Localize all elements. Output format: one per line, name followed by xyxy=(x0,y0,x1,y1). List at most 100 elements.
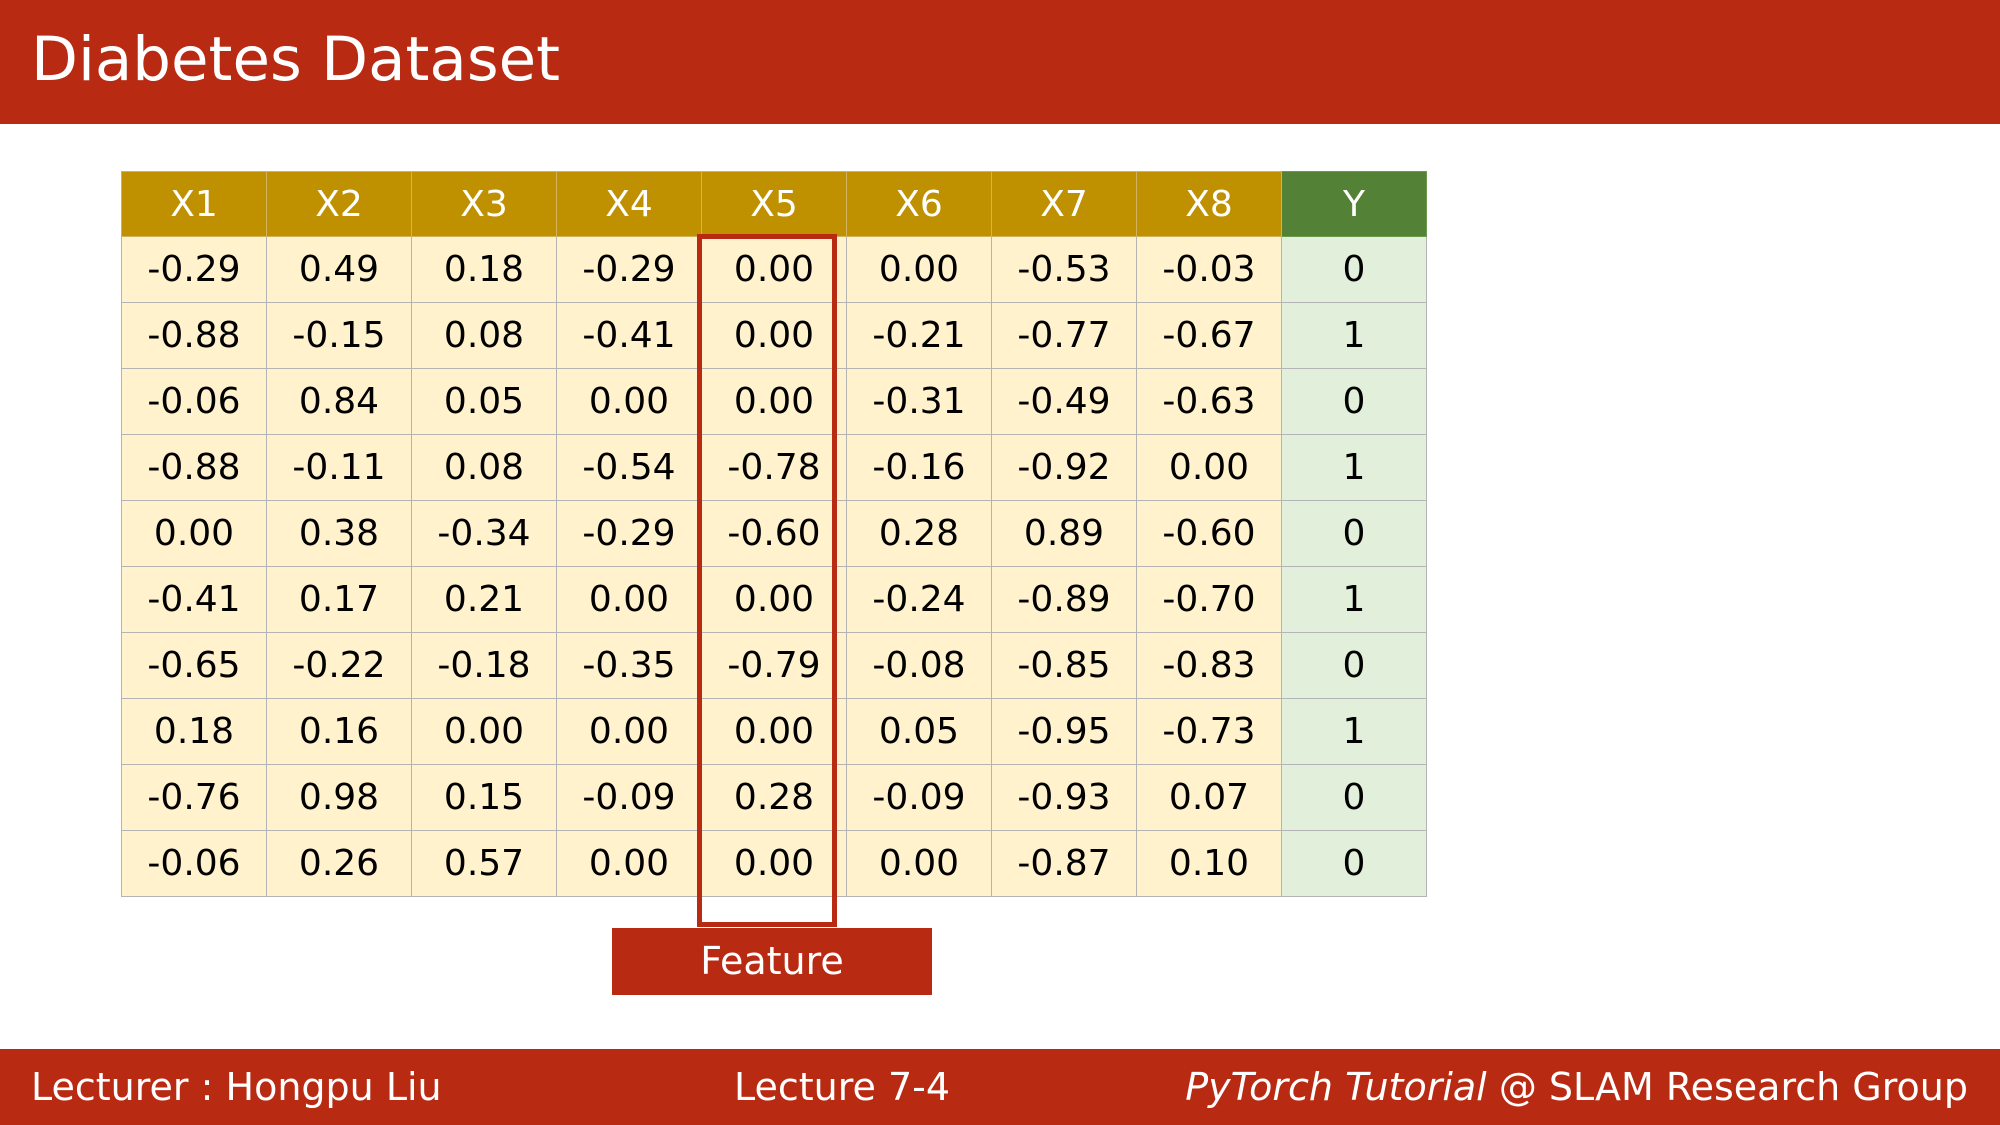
diabetes-data-table: X1 X2 X3 X4 X5 X6 X7 X8 Y -0.29 0.49 0.18-… xyxy=(121,171,1427,897)
feature-cell: 0.84 xyxy=(266,368,412,435)
feature-cell: 0.15 xyxy=(411,764,557,831)
feature-cell: 0.00 xyxy=(846,236,992,303)
feature-cell: -0.29 xyxy=(121,236,267,303)
feature-cell: -0.29 xyxy=(556,500,702,567)
target-cell: 0 xyxy=(1281,500,1427,567)
target-cell: 1 xyxy=(1281,698,1427,765)
feature-cell: 0.10 xyxy=(1136,830,1282,897)
feature-cell: -0.77 xyxy=(991,302,1137,369)
feature-cell: -0.34 xyxy=(411,500,557,567)
column-header: X2 xyxy=(266,171,412,237)
column-header: X8 xyxy=(1136,171,1282,237)
column-header: X3 xyxy=(411,171,557,237)
table-row: -0.29 0.49 0.18 -0.29 0.00 0.00 -0.53 -0.03 0 xyxy=(121,236,1427,303)
feature-cell: 0.26 xyxy=(266,830,412,897)
feature-cell: -0.24 xyxy=(846,566,992,633)
column-header: X1 xyxy=(121,171,267,237)
feature-cell: -0.60 xyxy=(701,500,847,567)
feature-cell: 0.05 xyxy=(411,368,557,435)
feature-cell: -0.60 xyxy=(1136,500,1282,567)
feature-cell: -0.73 xyxy=(1136,698,1282,765)
table-row: -0.06 0.26 0.57 0.00 0.00 0.00 -0.87 0.10 0 xyxy=(121,830,1427,897)
target-cell: 0 xyxy=(1281,764,1427,831)
feature-cell: 0.07 xyxy=(1136,764,1282,831)
footer-bar: Lecturer : Hongpu Liu Lecture 7-4 PyTorc… xyxy=(0,1049,2000,1125)
feature-cell: -0.09 xyxy=(846,764,992,831)
column-header: X7 xyxy=(991,171,1137,237)
feature-cell: 0.21 xyxy=(411,566,557,633)
table-row: -0.65 -0.22 -0.18 -0.35 -0.79 -0.08 -0.85 -0.83… xyxy=(121,632,1427,699)
target-cell: 0 xyxy=(1281,830,1427,897)
feature-cell: 0.89 xyxy=(991,500,1137,567)
feature-cell: 0.28 xyxy=(701,764,847,831)
feature-cell: -0.76 xyxy=(121,764,267,831)
feature-cell: 0.00 xyxy=(701,236,847,303)
feature-cell: 0.08 xyxy=(411,434,557,501)
feature-cell: 0.49 xyxy=(266,236,412,303)
feature-cell: 0.98 xyxy=(266,764,412,831)
target-cell: 1 xyxy=(1281,566,1427,633)
feature-cell: -0.08 xyxy=(846,632,992,699)
feature-cell: 0.00 xyxy=(121,500,267,567)
table-header-row: X1 X2 X3 X4 X5 X6 X7 X8 Y xyxy=(121,171,1427,237)
table-row: 0.18 0.16 0.00 0.00 0.00 0.05 -0.95 -0.73 1 xyxy=(121,698,1427,765)
feature-cell: 0.00 xyxy=(411,698,557,765)
feature-cell: -0.21 xyxy=(846,302,992,369)
feature-cell: -0.53 xyxy=(991,236,1137,303)
feature-cell: -0.95 xyxy=(991,698,1137,765)
feature-cell: -0.18 xyxy=(411,632,557,699)
column-header: X4 xyxy=(556,171,702,237)
column-header: X6 xyxy=(846,171,992,237)
footer-lecture-number: Lecture 7-4 xyxy=(734,1065,951,1109)
feature-cell: -0.31 xyxy=(846,368,992,435)
feature-cell: -0.29 xyxy=(556,236,702,303)
feature-cell: -0.88 xyxy=(121,302,267,369)
feature-cell: -0.03 xyxy=(1136,236,1282,303)
feature-cell: -0.88 xyxy=(121,434,267,501)
feature-cell: 0.00 xyxy=(701,830,847,897)
feature-cell: -0.16 xyxy=(846,434,992,501)
feature-cell: -0.63 xyxy=(1136,368,1282,435)
feature-cell: -0.79 xyxy=(701,632,847,699)
feature-cell: 0.08 xyxy=(411,302,557,369)
feature-cell: 0.00 xyxy=(701,302,847,369)
title-bar: Diabetes Dataset xyxy=(0,0,2000,124)
footer-course: PyTorch Tutorial @ SLAM Research Group xyxy=(1185,1049,1968,1125)
feature-cell: 0.18 xyxy=(411,236,557,303)
target-cell: 0 xyxy=(1281,236,1427,303)
feature-cell: 0.00 xyxy=(1136,434,1282,501)
target-cell: 0 xyxy=(1281,632,1427,699)
feature-cell: -0.70 xyxy=(1136,566,1282,633)
table-row: -0.88 -0.11 0.08 -0.54 -0.78 -0.16 -0.92 0.00 1 xyxy=(121,434,1427,501)
footer-lecturer: Lecturer : Hongpu Liu xyxy=(31,1065,442,1109)
feature-cell: -0.49 xyxy=(991,368,1137,435)
feature-cell: 0.18 xyxy=(121,698,267,765)
feature-cell: 0.00 xyxy=(556,830,702,897)
table-row: -0.76 0.98 0.15 -0.09 0.28 -0.09 -0.93 0.07 0 xyxy=(121,764,1427,831)
feature-cell: 0.16 xyxy=(266,698,412,765)
feature-cell: -0.78 xyxy=(701,434,847,501)
feature-cell: -0.09 xyxy=(556,764,702,831)
feature-cell: 0.00 xyxy=(701,566,847,633)
feature-cell: -0.93 xyxy=(991,764,1137,831)
feature-cell: 0.00 xyxy=(846,830,992,897)
footer-course-title: PyTorch Tutorial xyxy=(1185,1065,1487,1109)
feature-cell: -0.22 xyxy=(266,632,412,699)
feature-cell: -0.83 xyxy=(1136,632,1282,699)
feature-cell: -0.92 xyxy=(991,434,1137,501)
footer-course-group: @ SLAM Research Group xyxy=(1486,1065,1968,1109)
feature-cell: -0.89 xyxy=(991,566,1137,633)
feature-cell: -0.54 xyxy=(556,434,702,501)
column-header: X5 xyxy=(701,171,847,237)
table-row: -0.88 -0.15 0.08 -0.41 0.00 -0.21 -0.77 -0.67 1 xyxy=(121,302,1427,369)
feature-cell: 0.00 xyxy=(556,368,702,435)
feature-cell: 0.00 xyxy=(701,368,847,435)
target-cell: 1 xyxy=(1281,434,1427,501)
feature-cell: 0.00 xyxy=(556,698,702,765)
feature-cell: -0.85 xyxy=(991,632,1137,699)
target-column-header: Y xyxy=(1281,171,1427,237)
feature-cell: 0.57 xyxy=(411,830,557,897)
feature-cell: -0.06 xyxy=(121,830,267,897)
feature-cell: -0.06 xyxy=(121,368,267,435)
